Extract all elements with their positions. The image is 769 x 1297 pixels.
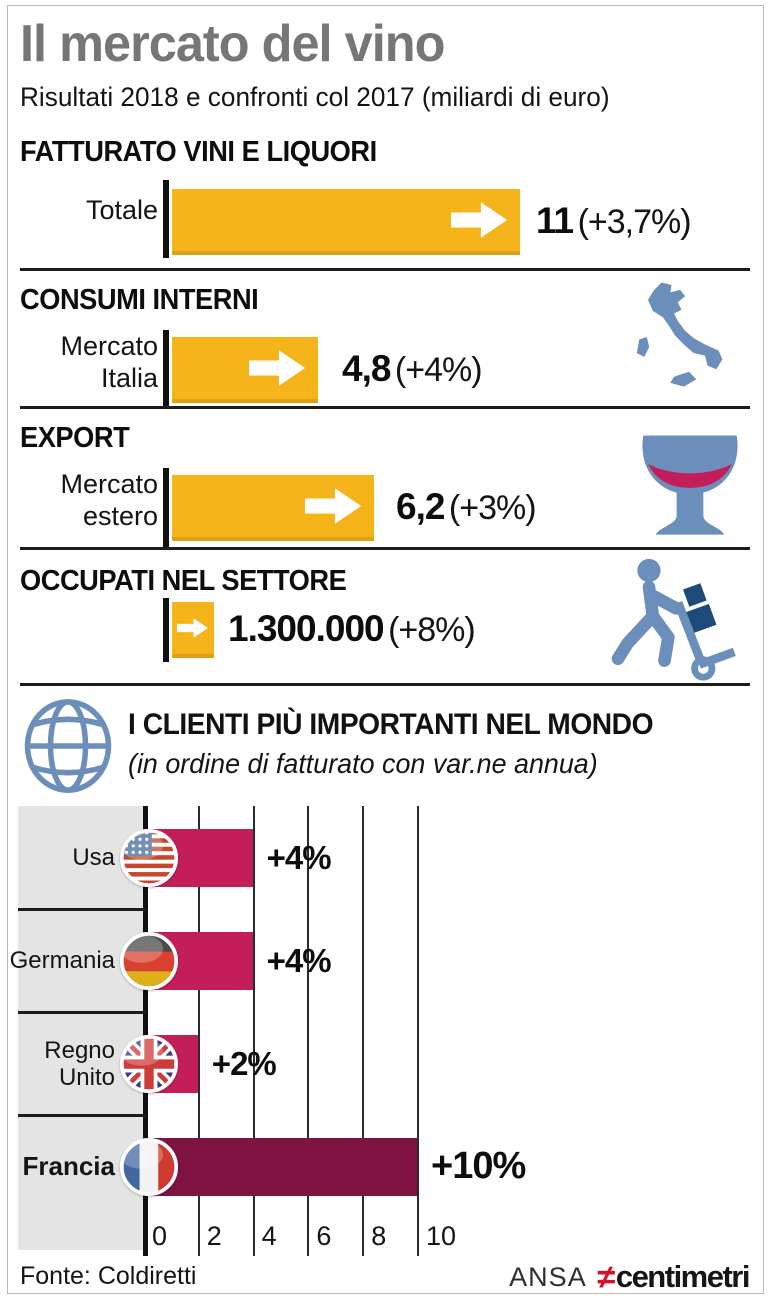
export-value: 6,2 (396, 486, 445, 527)
wine-glass-icon (628, 428, 752, 544)
section-heading-occupati: OCCUPATI NEL SETTORE (20, 565, 347, 597)
chart-value-label: +10% (431, 1145, 526, 1187)
fatturato-change: (+3,7%) (577, 203, 692, 241)
chart-x-tick-label: 4 (261, 1221, 277, 1251)
export-change: (+3%) (448, 489, 537, 527)
chart-gridline (417, 806, 419, 1256)
ansa-logo: ANSA (509, 1261, 587, 1292)
fatturato-row-label: Totale (85, 195, 158, 225)
occupati-arrow-badge (172, 602, 214, 658)
arrow-right-icon (249, 350, 306, 386)
occupati-value: 1.300.000 (228, 608, 385, 649)
section-heading-clienti: I CLIENTI PIÙ IMPORTANTI NEL MONDO (128, 708, 654, 741)
clients-chart: 0 2 4 6 8 10 Usa +4% Germania +4% Regno Unito +2% Fr… (9, 806, 751, 1260)
chart-value-label: +4% (266, 942, 332, 979)
export-label-line2: estero (82, 501, 158, 531)
chart-value-label: +2% (211, 1045, 277, 1082)
consumi-row-label: Mercato Italia (20, 330, 158, 394)
export-bar (172, 475, 374, 541)
chart-row-separator (18, 1114, 146, 1117)
chart-axis-line (143, 806, 148, 1256)
globe-icon (22, 696, 114, 796)
consumi-change: (+4%) (394, 351, 483, 389)
chart-x-tick-label: 6 (316, 1221, 332, 1251)
chart-gridline (252, 806, 255, 1256)
chart-gridline (197, 806, 200, 1256)
chart-category-label: Usa (72, 844, 115, 871)
chart-x-tick-label: 0 (152, 1221, 168, 1251)
fatturato-value: 11 (536, 200, 574, 241)
chart-gridline (362, 806, 365, 1256)
consumi-value: 4,8 (342, 348, 391, 389)
fatturato-value-line: 11 (+3,7%) (536, 200, 692, 242)
export-row-label: Mercato estero (20, 468, 158, 532)
uk-flag-icon (119, 1034, 179, 1094)
fatturato-bar (172, 189, 520, 255)
consumi-bar (172, 337, 318, 403)
consumi-axis-tick (163, 330, 169, 408)
germany-flag-icon (119, 931, 179, 991)
arrow-right-icon (305, 488, 362, 524)
export-value-line: 6,2 (+3%) (396, 486, 537, 528)
italy-map-icon (598, 280, 750, 404)
occupati-axis-tick (163, 598, 169, 662)
consumi-value-line: 4,8 (+4%) (342, 348, 483, 390)
occupati-change: (+8%) (388, 611, 476, 649)
consumi-label-line1: Mercato (60, 331, 158, 361)
france-flag-icon (119, 1137, 179, 1197)
centimetri-logo-icon: ≠ (596, 1258, 615, 1295)
chart-x-tick-label: 8 (371, 1221, 387, 1251)
chart-row-separator (18, 908, 146, 911)
chart-gridline (307, 806, 310, 1256)
arrow-right-icon (177, 618, 208, 638)
chart-bar (143, 1137, 417, 1196)
chart-row-separator (18, 1011, 146, 1014)
chart-x-tick-label: 2 (206, 1221, 222, 1251)
chart-category-label: Germania (9, 947, 115, 974)
section-heading-consumi: CONSUMI INTERNI (20, 284, 259, 316)
separator (20, 547, 750, 550)
section-heading-fatturato: FATTURATO VINI E LIQUORI (20, 136, 377, 168)
arrow-right-icon (451, 202, 508, 238)
separator (20, 268, 750, 271)
chart-value-label: +4% (266, 839, 332, 876)
centimetri-logo: centimetri (615, 1259, 751, 1294)
page-title: Il mercato del vino (20, 15, 445, 73)
clienti-subtitle: (in ordine di fatturato con var.ne annua… (128, 748, 598, 779)
chart-x-tick-label: 10 (426, 1221, 457, 1251)
brand-logo: ANSA ≠ centimetri (509, 1258, 751, 1296)
occupati-value-line: 1.300.000 (+8%) (228, 608, 476, 650)
chart-category-label: Francia (22, 1151, 116, 1181)
consumi-label-line2: Italia (100, 363, 158, 393)
source-credit: Fonte: Coldiretti (20, 1262, 197, 1290)
usa-flag-icon (119, 828, 179, 888)
export-axis-tick (163, 468, 169, 548)
section-heading-export: EXPORT (20, 422, 130, 454)
separator (20, 683, 750, 686)
fatturato-axis-tick (163, 180, 169, 258)
separator (20, 406, 750, 409)
export-label-line1: Mercato (60, 469, 158, 499)
page-subtitle: Risultati 2018 e confronti col 2017 (mil… (20, 82, 610, 112)
chart-category-label: Regno Unito (44, 1036, 115, 1091)
worker-handtruck-icon (600, 556, 760, 682)
